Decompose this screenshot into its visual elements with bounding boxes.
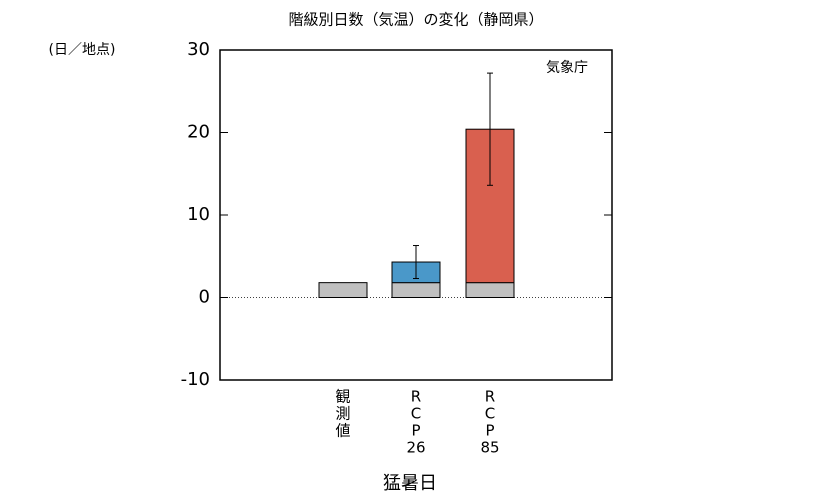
x-tick-label: 26 [406, 439, 425, 457]
x-tick-label: 値 [335, 422, 350, 440]
x-tick-label: R [485, 388, 495, 406]
y-tick-label: 10 [187, 204, 210, 225]
y-unit-label: (日／地点) [49, 42, 116, 58]
y-tick-label: 30 [187, 39, 210, 60]
chart-title: 階級別日数（気温）の変化（静岡県） [288, 11, 543, 29]
error-bar [487, 72, 493, 186]
y-tick-label: -10 [181, 369, 210, 390]
x-tick-label: 85 [480, 439, 499, 457]
x-tick-label: C [411, 405, 421, 423]
x-tick-label: 観 [335, 388, 350, 406]
bar-segment [318, 282, 368, 298]
y-tick-label: 20 [187, 122, 210, 143]
plot-frame [219, 49, 613, 381]
bar-segment [391, 282, 441, 298]
x-tick-label: 測 [335, 405, 350, 423]
x-axis-label: 猛暑日 [383, 473, 437, 494]
y-tick-label: 0 [199, 287, 210, 308]
bar-segment [465, 282, 515, 298]
annotation: 気象庁 [546, 60, 588, 76]
x-tick-label: P [411, 422, 420, 440]
x-tick-label: R [411, 388, 421, 406]
error-bar [413, 245, 419, 280]
x-tick-label: C [485, 405, 495, 423]
x-tick-label: P [485, 422, 494, 440]
